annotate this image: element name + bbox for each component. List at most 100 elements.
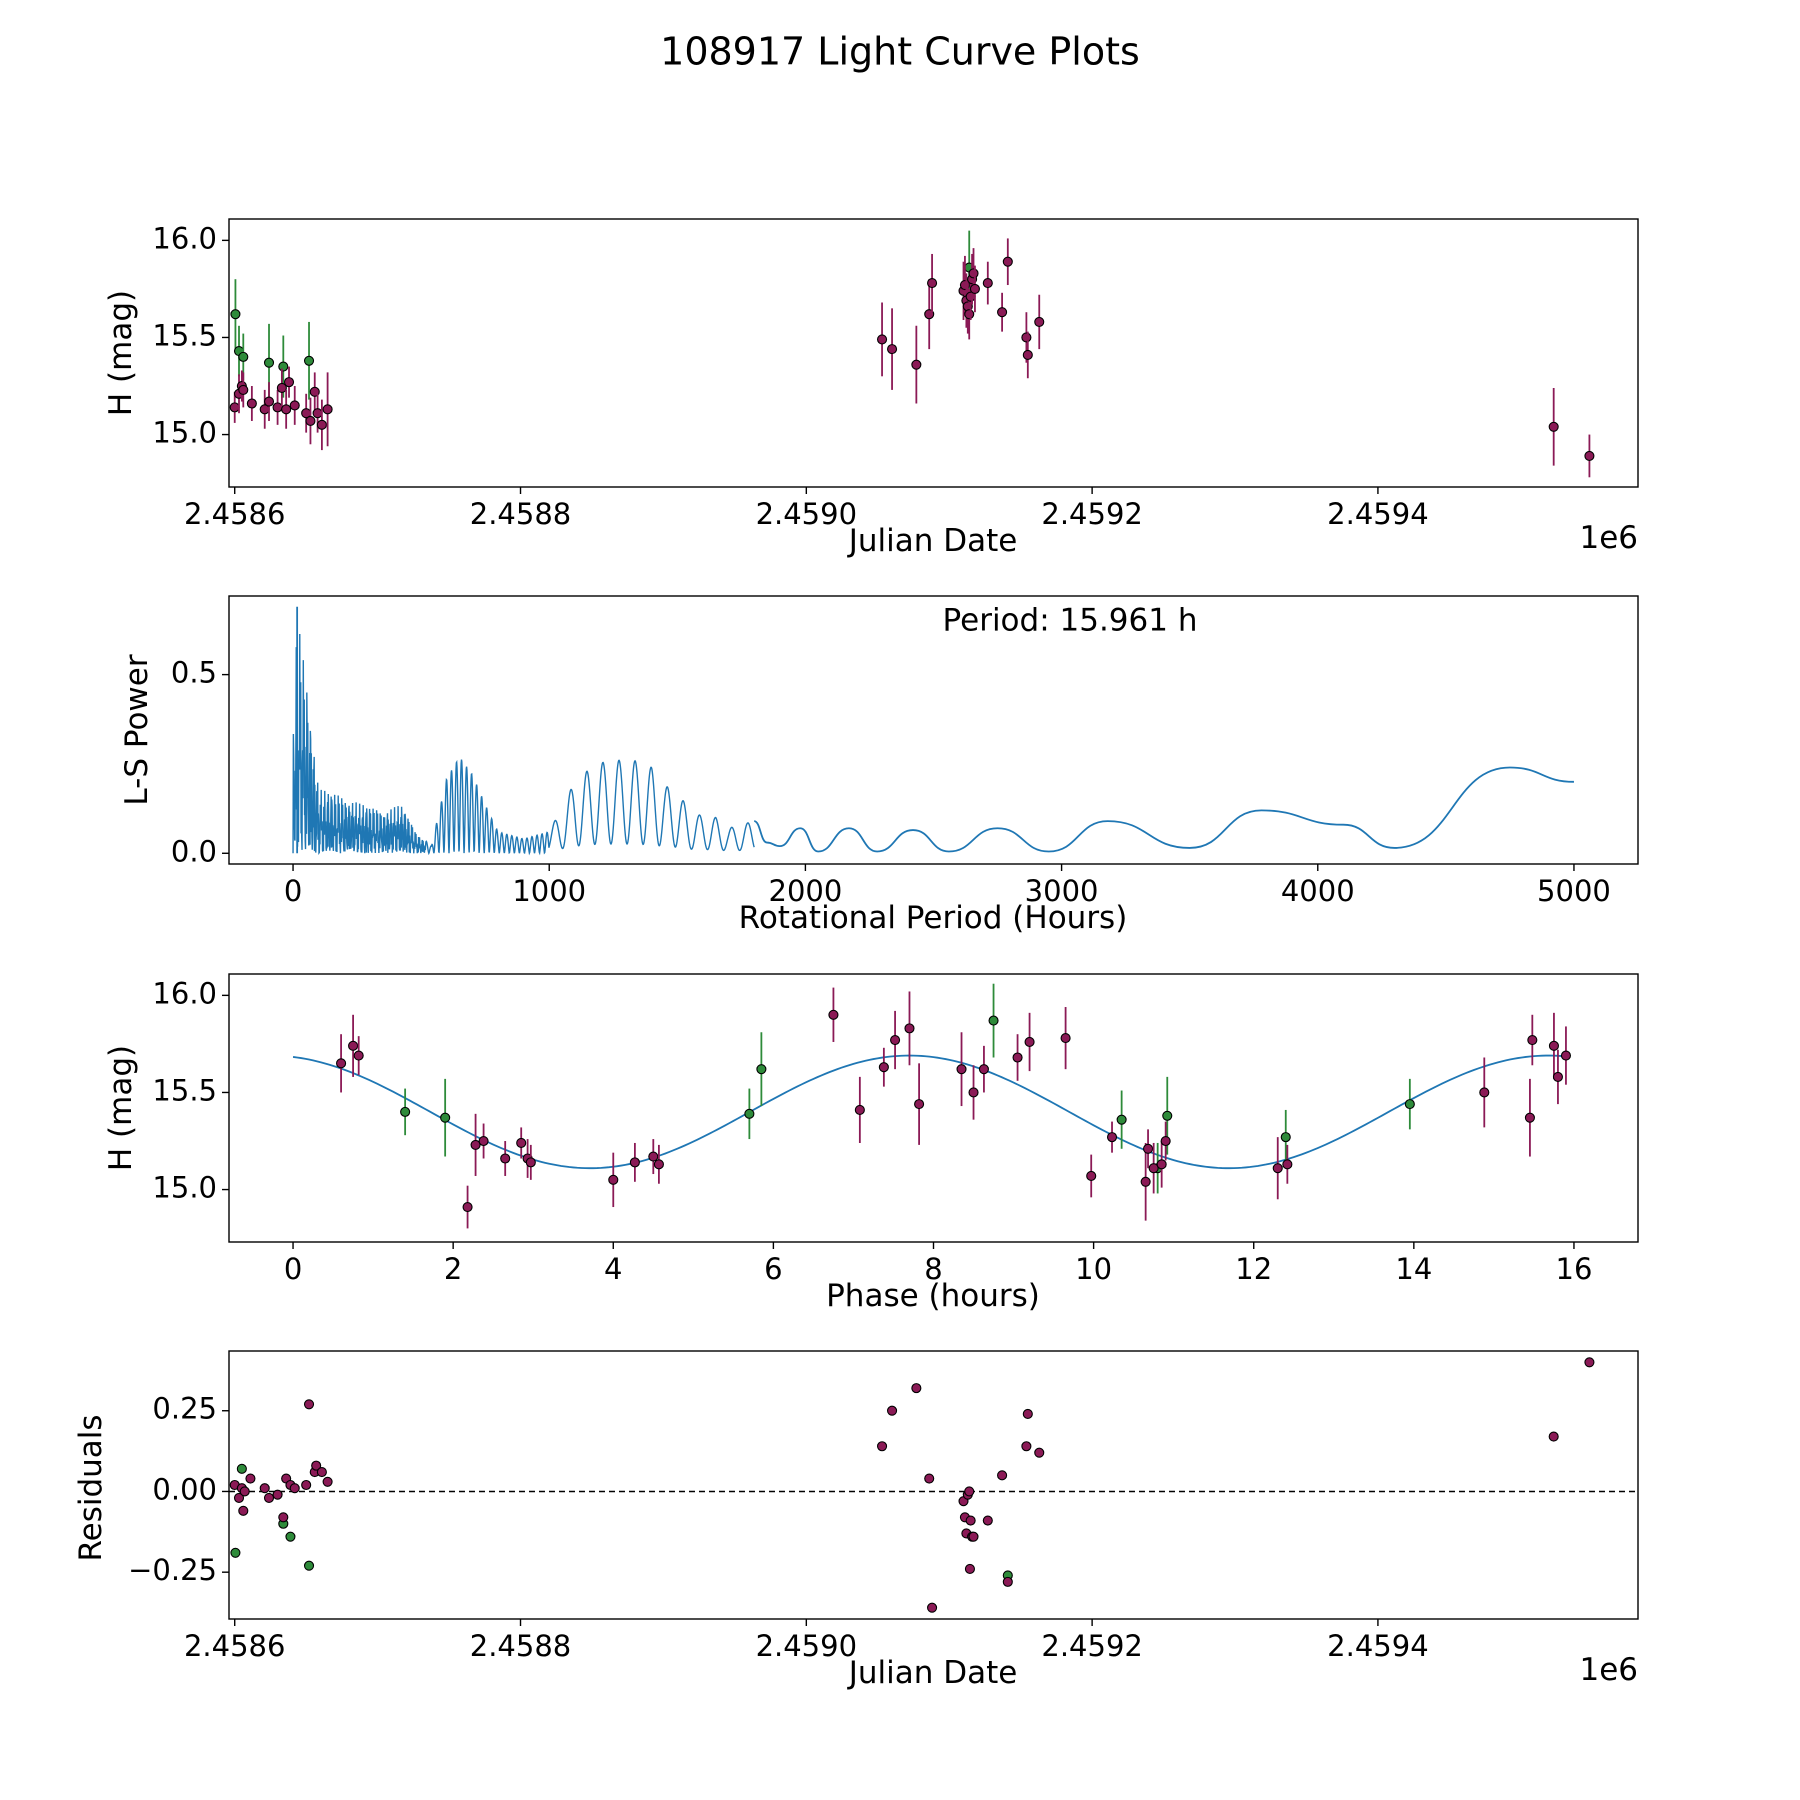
phased-point-r [1156,1159,1167,1170]
lightcurve-x-tick-label: 2.4592 [1041,497,1142,531]
residuals-y-tick-label: −0.25 [128,1553,217,1587]
period-annotation: Period: 15.961 h [943,603,1198,639]
residuals-point-r [924,1473,935,1484]
residuals-point-r [964,1563,975,1575]
phased-point-r [1024,1036,1035,1048]
panel-lightcurve: 2.4586 2.4588 2.4590 2.4592 2.4594 15.015.51… [103,218,1639,559]
periodogram-y-ticks: 0.0 0.5 [171,656,229,868]
periodogram-x-tick-label: 4000 [1281,874,1355,908]
residuals-point-r [263,1492,275,1503]
lightcurve-y-tick-label: 15.5 [152,318,217,352]
residuals-x-label: Julian Date [847,1655,1018,1691]
residuals-point-r [1548,1431,1559,1442]
phased-point-r [1272,1163,1283,1174]
lightcurve-y-label: H (mag) [103,290,139,416]
phased-point-g [756,1064,767,1075]
periodogram-dense-line [292,633,755,856]
lightcurve-point-r [911,359,922,370]
phased-point-r [878,1062,889,1073]
lightcurve-point-r [1022,349,1033,360]
lightcurve-point-r [964,309,975,320]
phased-point-r [1479,1087,1490,1098]
residuals-point-r [245,1473,256,1484]
residuals-point-r [877,1441,888,1452]
residuals-point-r [964,1486,975,1497]
phased-x-tick-label: 0 [284,1252,302,1286]
phased-point-r [978,1064,989,1075]
phased-point-r [478,1135,489,1147]
periodogram-x-tick-label: 1000 [512,874,586,908]
phased-point-r [1106,1132,1118,1143]
phased-point-g [988,1015,999,1026]
lightcurve-x-tick-label: 2.4588 [470,497,571,531]
residuals-point-r [887,1405,898,1416]
phased-point-r [904,1023,915,1034]
lightcurve-point-r [276,382,287,394]
panel-residuals: 2.4586 2.4588 2.4590 2.4592 2.4594 −0.25 0.00… [73,1350,1639,1691]
lightcurve-point-g [230,309,241,320]
phased-point-r [648,1151,659,1162]
phased-y-label: H (mag) [103,1045,139,1171]
lightcurve-marks [229,230,1595,478]
phased-point-r [525,1157,536,1168]
phased-point-r [470,1139,481,1150]
residuals-point-r [1022,1408,1033,1420]
lightcurve-point-r [1584,450,1595,461]
lightcurve-y-ticks: 15.0 15.5 16.0 [152,221,229,450]
residuals-point-r [982,1515,993,1526]
residuals-point-r [927,1602,938,1613]
periodogram-x-tick-label: 3000 [1025,874,1099,908]
periodogram-y-tick-label: 0.0 [171,834,217,868]
residuals-point-r [968,1531,979,1542]
phased-x-tick-label: 8 [924,1252,942,1286]
residuals-point-r [303,1399,315,1410]
phased-x-tick-label: 4 [604,1252,622,1286]
lightcurve-point-r [968,268,979,279]
lightcurve-point-r [997,307,1008,318]
periodogram-x-tick-label: 2000 [769,874,843,908]
residuals-x-tick-label: 2.4586 [184,1629,285,1663]
residuals-x-ticks: 2.4586 2.4588 2.4590 2.4592 2.4594 [184,1619,1429,1663]
lightcurve-point-g [263,357,275,368]
lightcurve-point-r [238,384,249,395]
residuals-y-ticks: −0.25 0.00 0.25 [128,1392,229,1587]
lightcurve-point-r [229,402,240,413]
lightcurve-point-r [1548,421,1559,432]
lightcurve-y-tick-label: 15.0 [152,416,217,450]
phased-x-tick-label: 10 [1075,1252,1112,1286]
residuals-point-r [1002,1576,1013,1587]
phased-point-r [1086,1170,1097,1182]
periodogram-x-label: Rotational Period (Hours) [739,900,1128,936]
lightcurve-point-r [1002,256,1013,267]
panel-phased: 0 2 4 6 8 10 12 14 16 15.0 15.5 16.0 Phase (hours)… [103,973,1639,1314]
phased-point-r [1524,1112,1535,1123]
phased-point-g [1404,1099,1415,1110]
lightcurve-point-r [877,334,888,345]
lightcurve-axes-frame [228,218,1639,488]
residuals-point-r [1034,1447,1045,1458]
phased-marks [292,983,1571,1229]
lightcurve-point-r [263,396,275,407]
phased-point-r [1282,1159,1293,1170]
lightcurve-point-r [1034,316,1045,327]
lightcurve-point-r [283,377,295,388]
phased-point-r [1560,1050,1571,1061]
phased-point-r [968,1087,979,1098]
residuals-y-label: Residuals [73,1414,109,1561]
residuals-x-tick-label: 2.4594 [1327,1629,1428,1663]
phased-x-tick-label: 2 [444,1252,462,1286]
residuals-point-r [239,1486,250,1497]
phased-point-r [1012,1052,1023,1063]
phased-point-r [1548,1040,1559,1051]
phased-point-r [828,1009,839,1020]
phased-point-g [1280,1132,1291,1143]
phased-point-r [629,1157,640,1168]
lightcurve-point-r [305,415,316,427]
lightcurve-point-r [246,398,257,409]
phased-point-r [1060,1033,1071,1044]
phased-point-r [956,1064,967,1075]
lightcurve-x-tick-label: 2.4590 [756,497,857,531]
phased-point-r [890,1034,901,1046]
residuals-y-tick-label: 0.00 [152,1472,217,1506]
lightcurve-point-g [303,355,315,366]
